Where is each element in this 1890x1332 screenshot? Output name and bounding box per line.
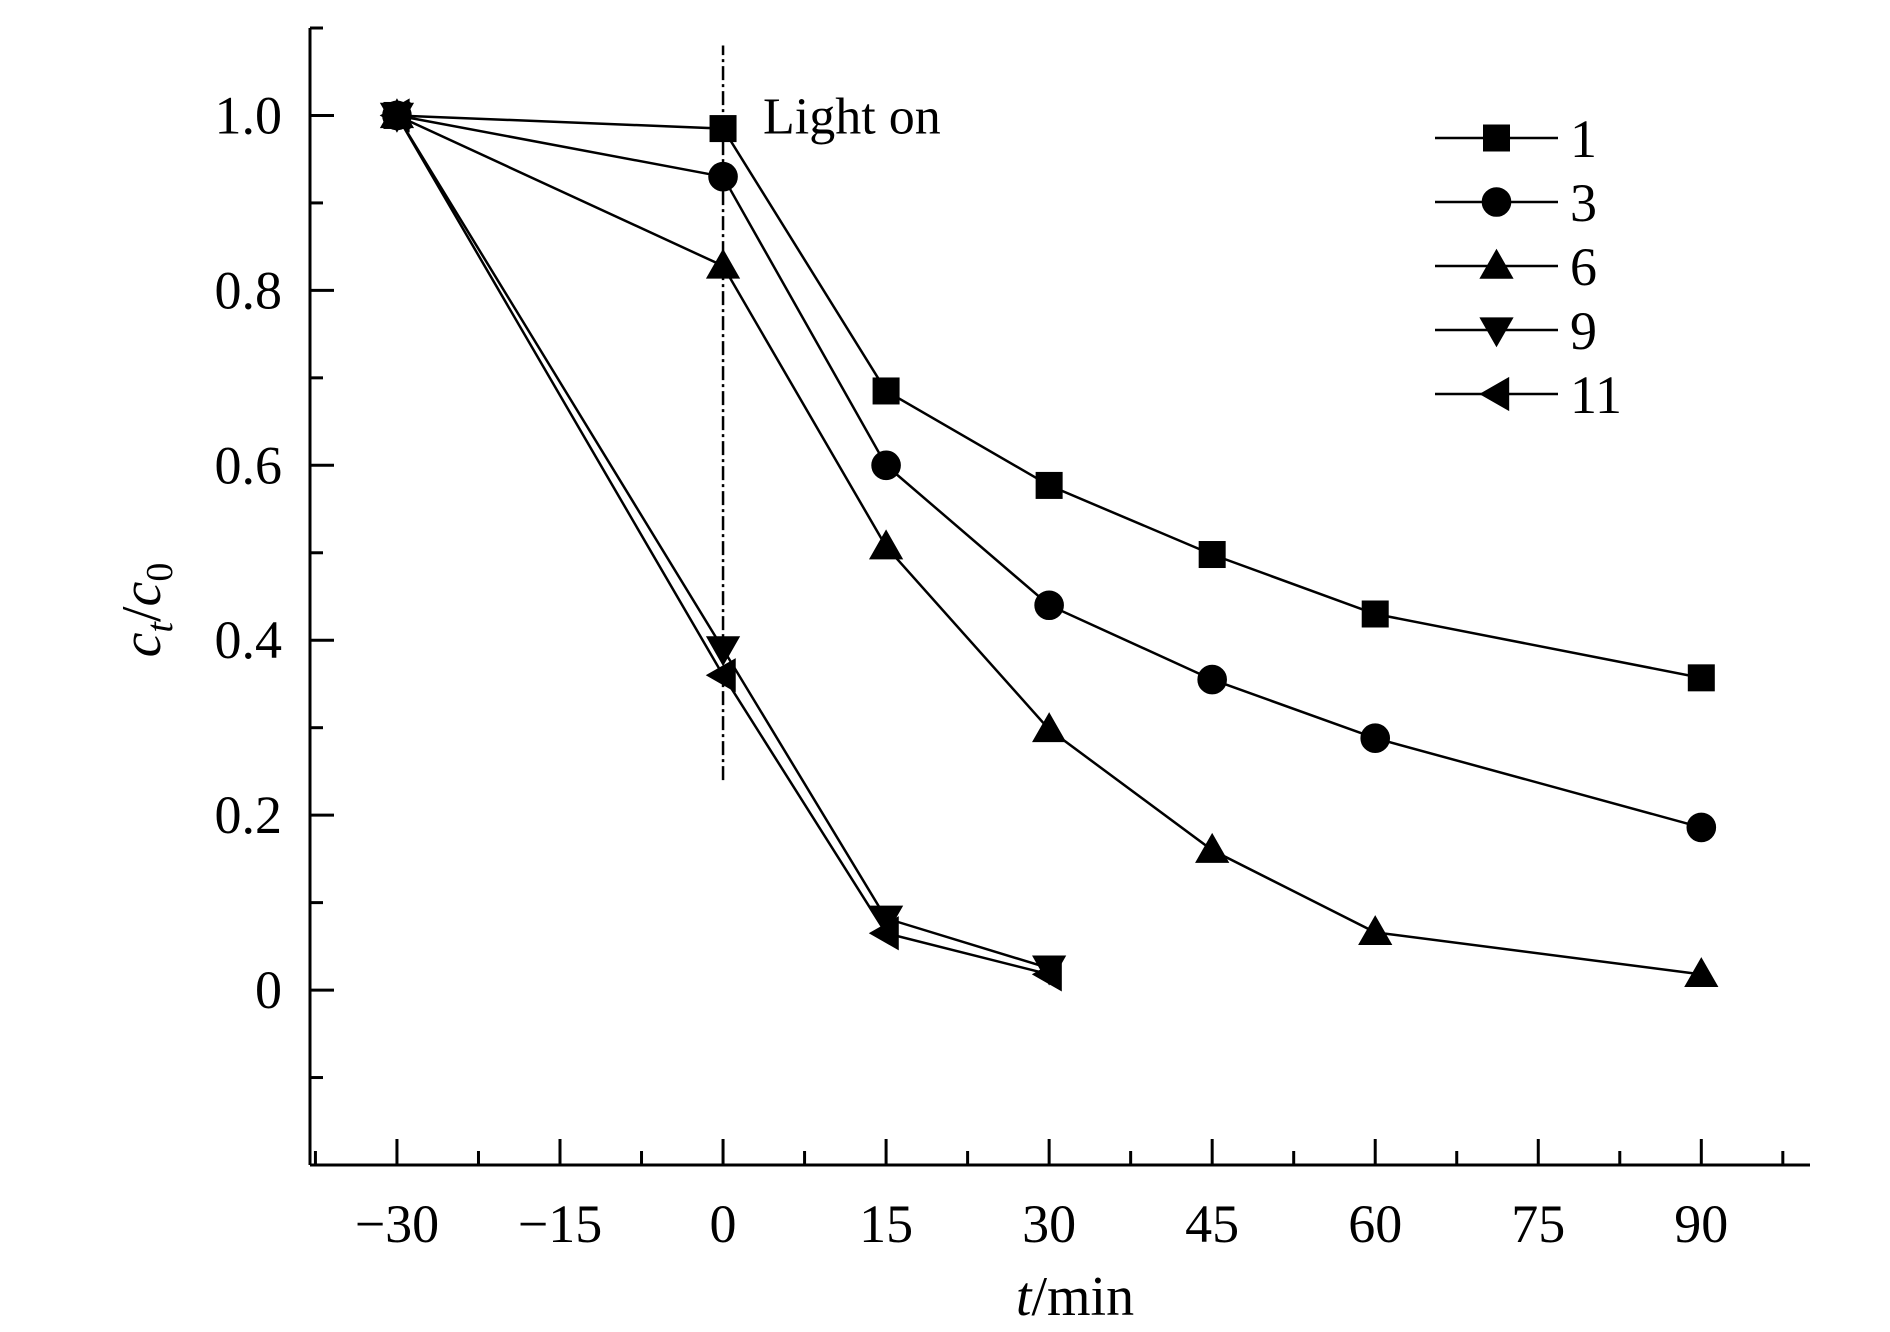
x-tick-label: 75 [1511,1194,1565,1254]
legend-item-3: 3 [1435,173,1597,233]
data-point-6 [1358,915,1393,946]
data-point-1 [1687,664,1715,692]
legend-label: 9 [1570,301,1597,361]
y-tick-label: 0 [255,960,282,1020]
legend-marker [1479,248,1514,279]
legend-label: 6 [1570,237,1597,297]
data-point-6 [705,248,741,279]
legend-label: 3 [1570,173,1597,233]
data-point-3 [1686,812,1717,843]
legend-marker [1479,317,1514,348]
data-point-3 [708,161,738,192]
legend-item-9: 9 [1435,301,1597,361]
data-point-1 [1361,600,1389,628]
data-point-6 [1684,957,1719,988]
data-point-1 [1035,471,1063,499]
series-6 [379,98,1719,988]
legend-item-11: 11 [1435,365,1622,425]
x-tick-label: 90 [1674,1194,1728,1254]
x-tick-label: 0 [710,1194,737,1254]
data-point-3 [871,450,901,481]
x-tick-label: −30 [355,1194,439,1254]
series-line-9 [395,114,1050,970]
legend-label: 1 [1570,109,1597,169]
x-tick-label: 15 [859,1194,913,1254]
data-point-6 [868,529,904,560]
light-on-label: Light on [763,88,941,145]
y-axis-title: ct/c0 [111,563,181,658]
legend-marker [1483,124,1510,152]
data-point-11 [868,916,899,951]
y-tick-label: 1.0 [215,85,283,145]
data-point-1 [872,377,900,405]
data-point-3 [1360,723,1391,753]
data-point-9 [705,636,741,667]
series-11 [379,98,1062,992]
legend-item-1: 1 [1435,109,1597,169]
legend-marker [1481,187,1512,217]
x-tick-label: 60 [1348,1194,1402,1254]
x-axis-title: t/min [1016,1266,1134,1328]
data-point-1 [709,115,737,143]
data-point-6 [1195,832,1230,863]
legend-item-6: 6 [1435,237,1597,297]
data-point-3 [1034,590,1064,621]
series-line-11 [395,114,1050,976]
x-tick-label: 30 [1022,1194,1076,1254]
y-tick-label: 0.4 [215,610,283,670]
data-point-3 [1197,664,1227,695]
legend-marker [1479,376,1510,412]
series-line-6 [396,114,1702,976]
data-point-1 [1198,541,1226,569]
x-tick-label: 45 [1185,1194,1239,1254]
y-tick-label: 0.6 [215,435,283,495]
y-tick-label: 0.8 [215,260,283,320]
x-tick-label: −15 [518,1194,602,1254]
data-point-11 [379,98,410,133]
plot-area: 0 0.2 0.4 0.6 0.8 1.0 −30 −15 0 15 30 45 60 75 90 Light… [215,26,1810,1254]
legend-label: 11 [1570,365,1622,425]
y-tick-label: 0.2 [215,785,283,845]
data-point-11 [705,658,736,693]
data-point-11 [1031,957,1062,992]
data-point-6 [1032,712,1067,743]
